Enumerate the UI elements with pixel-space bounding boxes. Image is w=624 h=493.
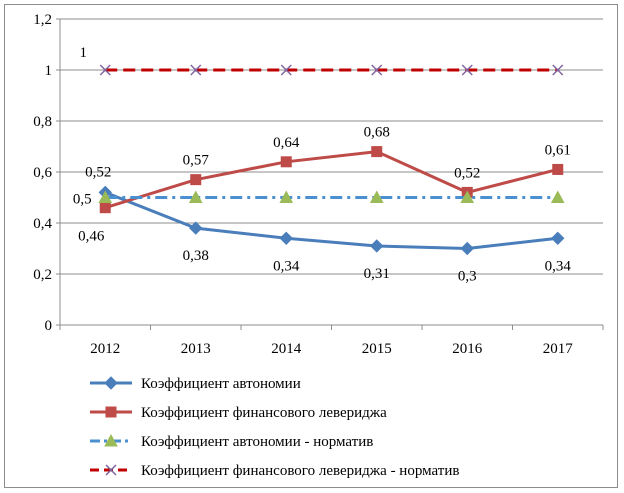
data-label: 0,38 bbox=[183, 248, 209, 264]
line-chart: 0 0,2 0,4 0,6 0,8 1 1,2 2012 2013 2014 2015 2016 201… bbox=[0, 0, 624, 493]
diamond-marker bbox=[280, 232, 292, 244]
x-tick-label: 2013 bbox=[181, 341, 211, 357]
data-labels: 0,52 0,38 0,34 0,31 0,3 0,34 0,46 0,57 0,64 0,68 0… bbox=[73, 45, 572, 285]
x-tick-label: 2014 bbox=[271, 341, 302, 357]
x-tick-label: 2017 bbox=[543, 341, 574, 357]
legend-label: Коэффициент автономии bbox=[141, 376, 301, 392]
x-tick-label: 2012 bbox=[90, 341, 120, 357]
square-marker bbox=[100, 203, 110, 213]
series-line bbox=[105, 192, 558, 248]
legend-item: Коэффициент финансового левериджа - норм… bbox=[90, 463, 459, 479]
data-label: 0,68 bbox=[364, 125, 390, 141]
legend-label: Коэффициент автономии - норматив bbox=[141, 434, 373, 450]
data-label: 0,52 bbox=[85, 164, 111, 180]
diamond-marker bbox=[190, 222, 202, 234]
square-marker bbox=[372, 147, 382, 157]
x-tick-label: 2015 bbox=[362, 341, 392, 357]
square-marker bbox=[281, 157, 291, 167]
x-tick-label: 2016 bbox=[452, 341, 483, 357]
y-tick-label: 0,8 bbox=[33, 114, 52, 130]
data-label: 0,64 bbox=[273, 135, 300, 151]
y-tick-label: 0,6 bbox=[33, 165, 52, 181]
y-tick-label: 0,2 bbox=[33, 267, 52, 283]
square-marker bbox=[106, 407, 116, 417]
square-marker bbox=[553, 164, 563, 174]
data-label: 0,31 bbox=[364, 266, 390, 282]
series-2 bbox=[100, 147, 563, 213]
y-tick-label: 0 bbox=[45, 318, 53, 334]
square-marker bbox=[191, 175, 201, 185]
legend-item: Коэффициент финансового левериджа bbox=[90, 405, 387, 421]
series-3 bbox=[99, 192, 564, 203]
y-tick-label: 1 bbox=[45, 63, 53, 79]
data-label: 0,5 bbox=[73, 192, 92, 208]
data-label: 0,34 bbox=[273, 258, 300, 274]
y-tick-label: 1,2 bbox=[33, 12, 52, 28]
legend-item: Коэффициент автономии - норматив bbox=[90, 434, 373, 450]
legend-label: Коэффициент финансового левериджа - норм… bbox=[141, 463, 459, 479]
diamond-marker bbox=[105, 377, 117, 389]
triangle-marker bbox=[552, 192, 564, 203]
data-label: 0,3 bbox=[458, 269, 477, 285]
diamond-marker bbox=[371, 240, 383, 252]
data-label: 1 bbox=[80, 45, 88, 61]
axes: 0 0,2 0,4 0,6 0,8 1 1,2 2012 2013 2014 2015 2016 201… bbox=[33, 12, 603, 357]
data-label: 0,52 bbox=[454, 165, 480, 181]
legend: Коэффициент автономии Коэффициент финансо… bbox=[90, 376, 459, 479]
gridlines bbox=[60, 19, 603, 274]
data-label: 0,57 bbox=[183, 153, 210, 169]
series-line bbox=[105, 152, 558, 208]
diamond-marker bbox=[552, 232, 564, 244]
y-tick-label: 0,4 bbox=[33, 216, 52, 232]
data-label: 0,34 bbox=[545, 258, 572, 274]
series-layer bbox=[99, 65, 564, 255]
series-4 bbox=[100, 65, 563, 75]
data-label: 0,61 bbox=[545, 142, 571, 158]
data-label: 0,46 bbox=[78, 229, 105, 245]
diamond-marker bbox=[461, 243, 473, 255]
legend-item: Коэффициент автономии bbox=[90, 376, 301, 392]
legend-label: Коэффициент финансового левериджа bbox=[141, 405, 387, 421]
